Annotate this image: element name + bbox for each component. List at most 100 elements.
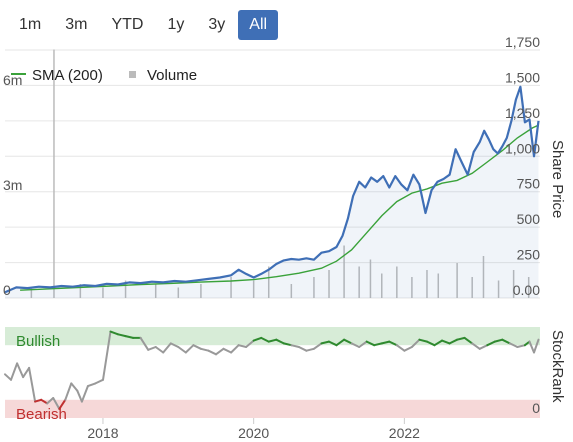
- range-button-3m[interactable]: 3m: [65, 16, 88, 33]
- volume-bar: [358, 266, 360, 298]
- stockrank-zones: Bullish Bearish 0: [5, 327, 540, 423]
- price-tick-label: 1,500: [505, 69, 540, 85]
- legend-volume-label: Volume: [147, 67, 197, 84]
- volume-bar: [177, 287, 180, 298]
- volume-bar: [411, 277, 413, 298]
- stockrank-segment: [64, 382, 73, 401]
- volume-tick-label: 6m: [3, 72, 22, 88]
- price-layer: [4, 85, 540, 298]
- stockrank-segment: [46, 397, 55, 405]
- stockrank-segment: [28, 366, 37, 403]
- stockrank-segment: [328, 340, 338, 347]
- stockrank-segment: [358, 340, 368, 348]
- volume-bar: [456, 263, 458, 298]
- stockrank-segment: [70, 382, 79, 392]
- volume-bar: [230, 277, 232, 298]
- volume-bar: [154, 284, 157, 298]
- volume-bar: [53, 49, 55, 298]
- volume-bar: [313, 277, 315, 298]
- stockrank-segment: [199, 347, 210, 352]
- stockrank-segment: [471, 342, 481, 350]
- range-button-ytd[interactable]: YTD: [111, 16, 144, 33]
- volume-bar: [482, 256, 485, 298]
- volume-bar: [426, 270, 428, 298]
- stockrank-segment: [501, 338, 511, 345]
- stockrank-segment: [230, 344, 240, 354]
- stockrank-segment: [267, 338, 278, 343]
- stockrank-segment: [117, 333, 127, 338]
- stockrank-segment: [16, 362, 25, 379]
- stockrank-segment: [403, 346, 413, 352]
- stockrank-segment: [533, 338, 540, 354]
- range-button-1m[interactable]: 1m: [19, 16, 42, 33]
- volume-tick-label: 3m: [3, 177, 22, 193]
- stockrank-segment: [395, 344, 406, 352]
- stockrank-segment: [109, 330, 119, 336]
- range-selector: 1m 3m YTD 1y 3y All: [8, 9, 280, 41]
- price-area: [5, 86, 539, 298]
- stockrank-segment: [418, 338, 428, 343]
- stockrank-segment: [456, 336, 466, 341]
- price-tick-label: 750: [517, 176, 541, 192]
- price-grid: [5, 49, 540, 299]
- volume-bar: [343, 245, 345, 298]
- volume-bar: [102, 287, 104, 298]
- range-button-all[interactable]: All: [238, 10, 279, 40]
- x-tick-label: 2018: [87, 425, 118, 441]
- x-tick-label: 2020: [238, 425, 269, 441]
- stockrank-segment: [252, 336, 263, 342]
- stockrank-segment: [237, 344, 248, 348]
- volume-bar: [290, 284, 293, 298]
- volume-bar: [381, 273, 383, 298]
- stockrank-segment: [86, 382, 97, 388]
- stockrank-segment: [124, 335, 135, 339]
- stockrank-segment: [147, 346, 157, 351]
- legend[interactable]: SMA (200) Volume: [11, 67, 197, 84]
- stockrank-segment: [4, 373, 12, 381]
- stockrank-segment: [207, 349, 217, 356]
- price-tick-label: 1,750: [505, 34, 540, 50]
- stockrank-segment: [139, 336, 150, 351]
- stockrank-segment: [282, 342, 293, 347]
- stockrank-segment: [312, 342, 323, 350]
- volume-bar: [396, 266, 398, 298]
- stockrank-axis-title: StockRank: [549, 330, 566, 403]
- stockrank-segment: [343, 338, 353, 345]
- volume-bar: [200, 284, 202, 298]
- volume-bar: [471, 277, 473, 298]
- stockrank-segment: [350, 342, 361, 348]
- stockrank-segment: [102, 330, 112, 381]
- stockrank-segment: [192, 344, 202, 350]
- stockrank-segment: [58, 398, 67, 410]
- price-line: [4, 85, 540, 294]
- stockrank-segment: [388, 340, 398, 347]
- range-button-1y[interactable]: 1y: [167, 16, 185, 33]
- volume-bars: [30, 49, 530, 298]
- stockrank-segment: [260, 336, 270, 343]
- bearish-zone-label: Bearish: [16, 406, 67, 423]
- stockrank-segment: [380, 340, 391, 345]
- stockrank-segment: [290, 344, 300, 348]
- stockrank-segment: [177, 346, 187, 354]
- price-tick-label: 1,000: [505, 140, 540, 156]
- stockrank-segment: [94, 378, 104, 385]
- sma-line: [20, 124, 539, 291]
- stockrank-segment: [297, 346, 308, 352]
- tick-labels: 0.002505007501,0001,2501,5001,75003m6m9m…: [3, 34, 541, 441]
- volume-bar: [124, 280, 127, 298]
- volume-bar: [267, 266, 270, 298]
- stockrank-segment: [426, 340, 436, 347]
- stockrank-segment: [478, 344, 489, 350]
- stockrank-segment: [222, 347, 233, 354]
- stockrank-segment: [508, 342, 519, 348]
- stockrank-segment: [528, 340, 535, 354]
- stockrank-segment: [373, 342, 383, 347]
- price-tick-label: 500: [517, 211, 541, 227]
- volume-bar: [30, 287, 33, 298]
- stockrank-segment: [493, 338, 504, 343]
- stockrank-segment: [34, 398, 43, 403]
- stockrank-segment: [516, 344, 526, 348]
- price-tick-label: 1,250: [505, 105, 540, 121]
- range-button-3y[interactable]: 3y: [208, 16, 226, 33]
- stockrank-segment: [169, 342, 180, 348]
